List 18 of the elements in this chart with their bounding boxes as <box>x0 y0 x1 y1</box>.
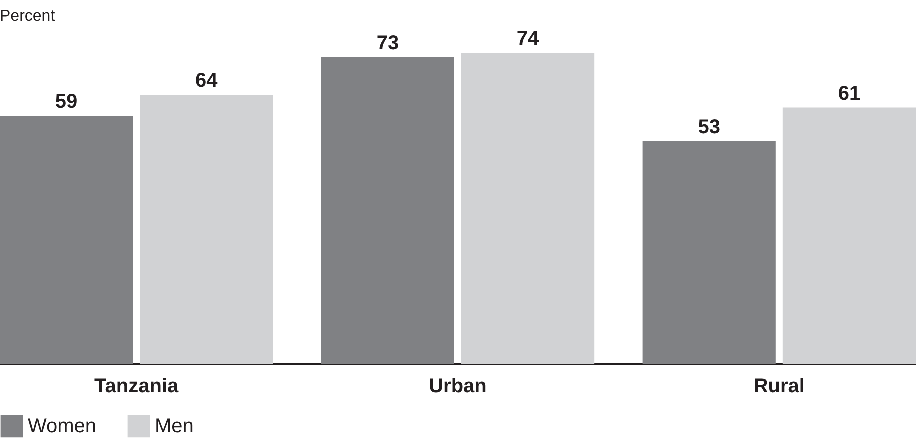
data-label: 61 <box>838 82 861 105</box>
bar <box>462 53 595 364</box>
x-tick-label: Urban <box>429 376 487 398</box>
data-label: 64 <box>196 70 219 92</box>
y-axis-title: Percent <box>0 8 56 25</box>
data-label: 73 <box>376 32 400 54</box>
bar <box>321 57 454 364</box>
data-label: 74 <box>516 28 540 50</box>
x-tick-label: Rural <box>754 376 805 398</box>
data-label: 53 <box>698 116 720 138</box>
bar <box>782 108 916 364</box>
x-tick-label: Tanzania <box>94 376 180 398</box>
bar <box>140 95 274 364</box>
bar <box>642 141 776 364</box>
legend-label: Women <box>28 415 97 438</box>
data-label: 59 <box>55 91 78 114</box>
legend-label: Men <box>155 415 194 438</box>
bar <box>0 116 134 364</box>
